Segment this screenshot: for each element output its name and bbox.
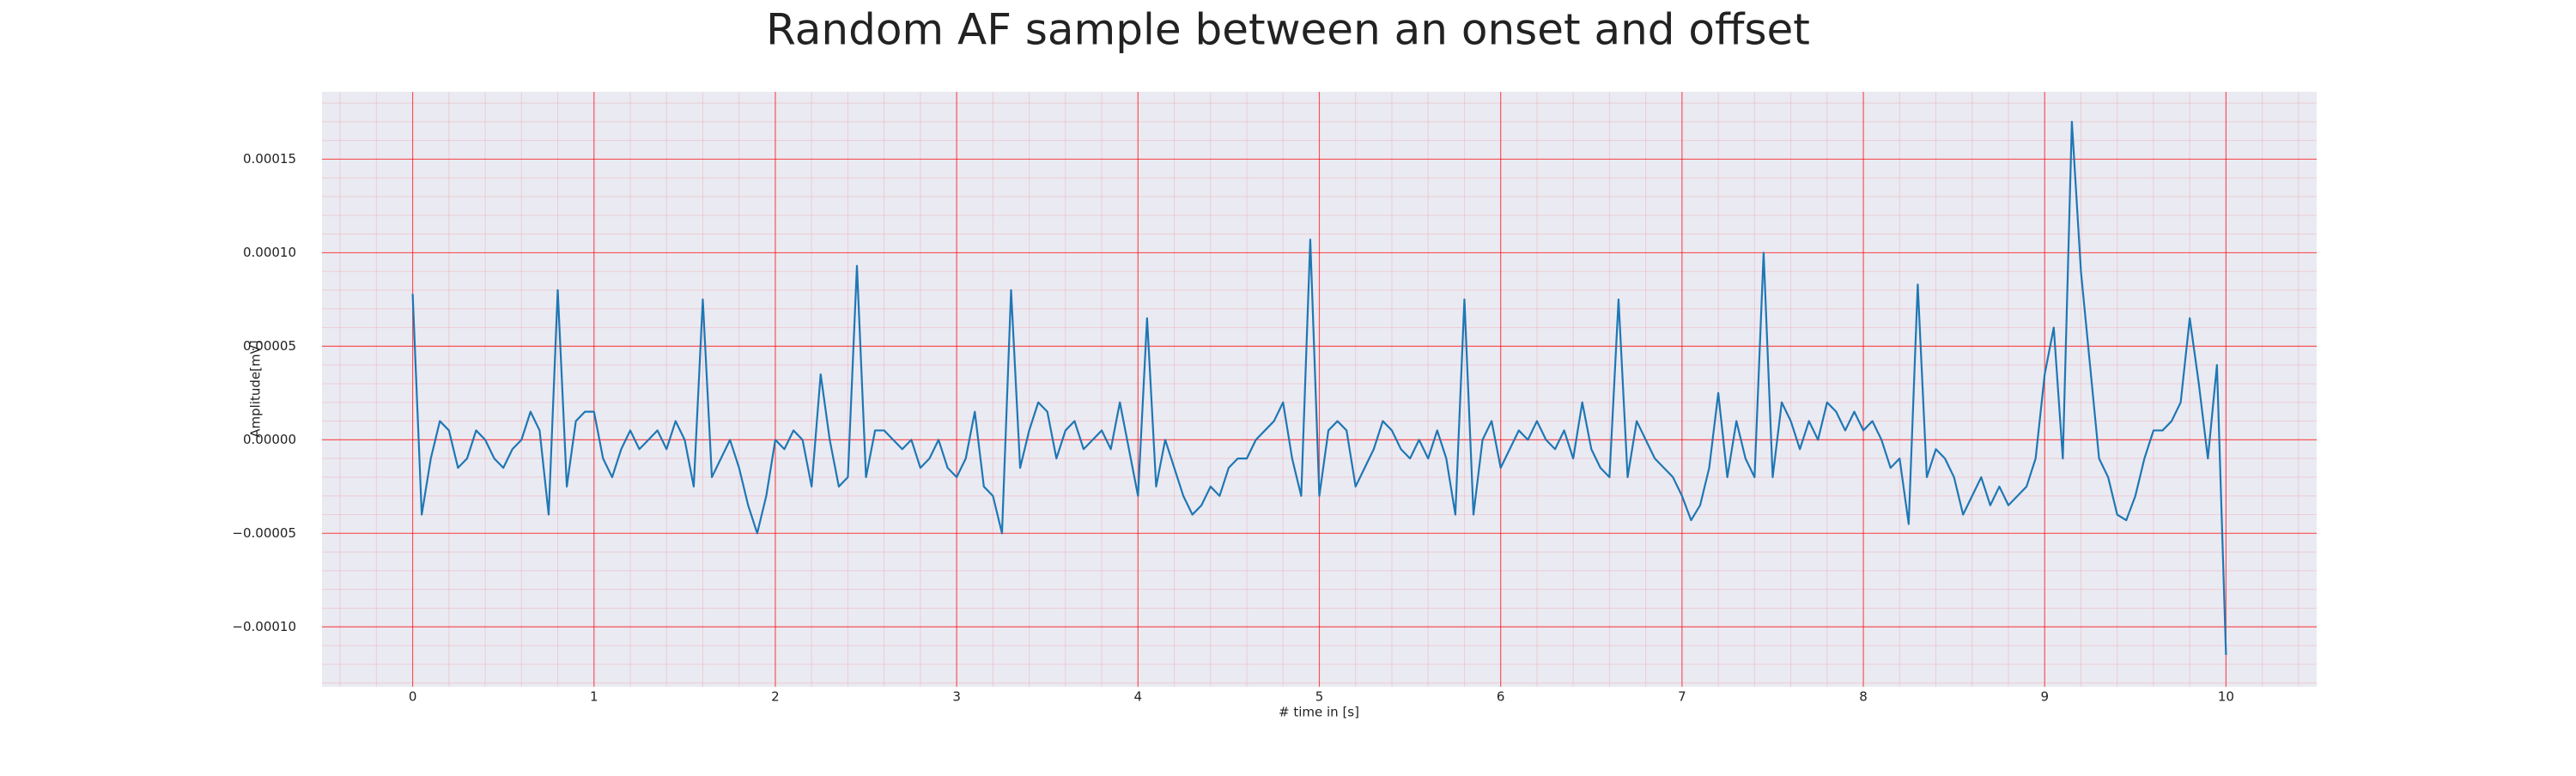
chart-title: Random AF sample between an onset and of… [766,5,1810,55]
x-tick-label: 0 [409,689,417,705]
x-tick-label: 5 [1315,689,1324,705]
x-tick-label: 4 [1134,689,1143,705]
y-tick-label: −0.00010 [232,619,296,634]
y-tick-label: 0.00005 [243,338,296,354]
x-tick-label: 8 [1859,689,1868,705]
x-tick-label: 9 [2040,689,2049,705]
y-tick-label: 0.00000 [243,432,296,447]
x-tick-label: 10 [2218,689,2234,705]
x-tick-label: 2 [771,689,780,705]
data-line [411,120,2227,655]
y-axis-label: Amplitude[mV] [248,340,264,437]
y-tick-label: 0.00010 [243,245,296,260]
x-tick-label: 7 [1678,689,1686,705]
x-tick-label: 1 [590,689,598,705]
x-tick-label: 6 [1497,689,1505,705]
x-tick-label: 3 [952,689,961,705]
y-tick-label: −0.00005 [232,525,296,541]
x-axis-label: # time in [s] [1279,705,1359,720]
y-tick-label: 0.00015 [243,151,296,167]
